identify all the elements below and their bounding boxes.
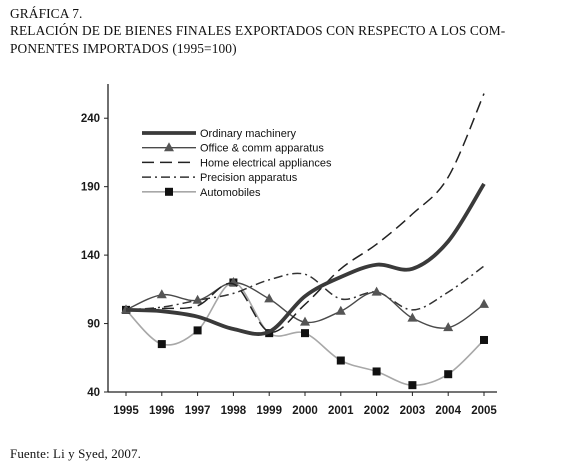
series-precision-apparatus: [125, 265, 485, 311]
legend-marker: [164, 142, 174, 152]
legend-label: Precision apparatus: [200, 172, 298, 184]
data-point: [156, 289, 167, 299]
legend-item: Ordinary machinery: [142, 128, 296, 140]
legend-label: Automobiles: [200, 187, 261, 199]
series-home-electrical-appliances: [125, 93, 485, 333]
series-layer: [121, 93, 489, 390]
figure-number: GRÁFICA 7.: [10, 6, 83, 21]
legend-item: Automobiles: [142, 187, 261, 199]
legend-item: Office & comm apparatus: [142, 142, 324, 155]
x-tick-label: 1997: [185, 405, 211, 417]
data-point: [157, 340, 166, 349]
y-tick-label: 140: [81, 250, 100, 262]
series-line: [125, 265, 485, 311]
data-point: [443, 322, 454, 332]
x-tick-label: 1996: [149, 405, 175, 417]
data-point: [300, 316, 310, 326]
legend-item: Precision apparatus: [142, 172, 298, 184]
x-tick-label: 2005: [471, 405, 497, 417]
legend-item: Home electrical appliances: [142, 157, 332, 169]
data-point: [264, 293, 275, 303]
source-note: Fuente: Li y Syed, 2007.: [10, 446, 141, 461]
x-tick-label: 1999: [256, 405, 282, 417]
x-tick-label: 2003: [400, 405, 426, 417]
legend-marker: [165, 187, 173, 196]
data-point: [479, 298, 489, 308]
x-tick-label: 2000: [292, 405, 318, 417]
legend-label: Home electrical appliances: [200, 157, 332, 169]
data-point: [407, 312, 418, 322]
data-point: [408, 381, 417, 390]
y-tick-label: 240: [81, 113, 100, 125]
y-tick-label: 90: [87, 319, 100, 331]
data-point: [335, 305, 346, 315]
x-tick-label: 2004: [435, 405, 461, 417]
x-tick-label: 2001: [328, 405, 354, 417]
legend-label: Ordinary machinery: [200, 128, 296, 140]
data-point: [444, 370, 453, 379]
data-point: [372, 367, 381, 376]
y-tick-label: 40: [87, 387, 100, 399]
data-point: [192, 294, 203, 304]
chart-legend: Ordinary machinery Office & comm apparatu…: [142, 128, 332, 199]
data-point: [301, 329, 309, 338]
y-tick-label: 190: [81, 182, 100, 194]
figure-title-line1: RELACIÓN DE DE BIENES FINALES EXPORTADOS…: [10, 23, 506, 38]
data-point: [480, 335, 488, 344]
series-line: [125, 182, 486, 336]
series-ordinary-machinery: [125, 182, 486, 336]
data-point: [193, 326, 202, 335]
x-tick-label: 1998: [221, 405, 247, 417]
data-point: [336, 356, 345, 365]
x-tick-label: 1995: [113, 405, 139, 417]
x-tick-label: 2002: [364, 405, 390, 417]
data-point: [371, 286, 382, 296]
legend-label: Office & comm apparatus: [200, 143, 324, 155]
chart-axes: 40 90 140 190 240 1995 1996 1997 1998 1999 2000 200…: [81, 84, 497, 417]
series-line: [125, 93, 485, 333]
figure-title-line2: PONENTES IMPORTADOS (1995=100): [10, 41, 237, 56]
